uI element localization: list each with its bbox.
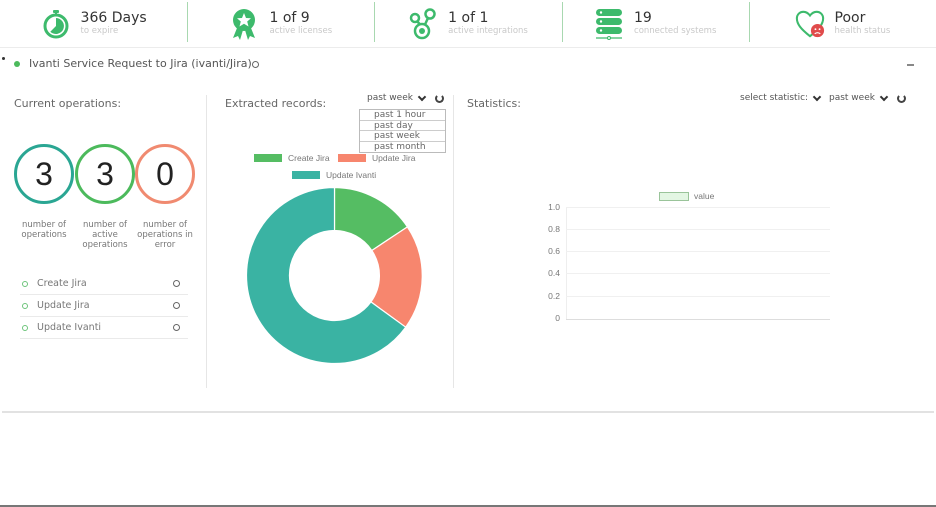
kpi-label: active licenses (269, 26, 333, 36)
legend-swatch (338, 154, 366, 162)
list-item[interactable]: Update Ivanti (20, 317, 188, 339)
chevron-down-icon (812, 92, 822, 101)
counter-label: number of operations in error (137, 220, 193, 250)
statistics-title: Statistics: (467, 97, 521, 110)
kpi-value: 19 (634, 10, 652, 26)
statistic-select-label: select statistic: (740, 93, 809, 103)
kpi-value: Poor (834, 10, 866, 26)
drag-handle[interactable] (2, 57, 5, 60)
stat-period-value: past week (829, 93, 875, 103)
panel-bottom-border (2, 411, 934, 413)
kpi-value: 1 of 1 (448, 10, 489, 26)
legend-label: Create Jira (288, 153, 330, 163)
legend-label: Update Jira (372, 153, 416, 163)
kpi-integrations: 1 of 1 active integrations (374, 0, 561, 47)
status-dot (14, 61, 20, 67)
gear-icon[interactable] (173, 302, 180, 309)
kpi-value: 1 of 9 (269, 10, 310, 26)
legend-item[interactable]: value (659, 191, 714, 201)
counter-label: number of operations (21, 220, 67, 240)
gridline (566, 273, 830, 274)
list-item[interactable]: Create Jira (20, 273, 188, 295)
y-tick: 0.2 (548, 291, 560, 301)
kpi-systems: 19 connected systems (561, 0, 749, 47)
statistic-select[interactable]: select statistic: (740, 92, 826, 103)
kpi-label: to expire (80, 26, 119, 36)
gear-icon[interactable] (173, 280, 180, 287)
divider (206, 95, 207, 388)
y-tick: 0.4 (548, 268, 560, 278)
operation-name: Create Jira (37, 278, 87, 289)
kpi-value: 366 Days (80, 10, 147, 26)
counter-error-operations: 0 (135, 144, 195, 204)
kpi-licenses: 1 of 9 active licenses (187, 0, 374, 47)
period-option[interactable]: past month (374, 141, 426, 152)
kpi-label: connected systems (634, 26, 717, 36)
stat-period-select[interactable]: past week (829, 92, 906, 103)
counter-operations: 3 (14, 144, 74, 204)
period-option[interactable]: past day (360, 121, 445, 131)
period-select-value: past week (367, 93, 413, 103)
chevron-down-icon (879, 92, 889, 101)
gear-icon[interactable] (252, 61, 259, 68)
period-option[interactable]: past 1 hour (360, 110, 445, 121)
gridline (566, 296, 830, 297)
kpi-label: health status (834, 26, 891, 36)
status-circle-icon (22, 280, 28, 287)
kpi-bar: 366 Days to expire 1 of 9 active license… (0, 0, 936, 48)
y-tick: 1.0 (548, 202, 560, 212)
divider (453, 95, 454, 388)
gridline (566, 229, 830, 230)
operations-list: Create Jira Update Jira Update Ivanti (20, 273, 188, 339)
status-circle-icon (22, 302, 28, 309)
legend-item[interactable]: Update Ivanti (292, 170, 376, 180)
legend-swatch (659, 191, 689, 201)
legend-swatch (254, 154, 282, 162)
y-tick: 0.6 (548, 246, 560, 256)
extracted-records-title: Extracted records: (225, 97, 327, 110)
window-edge (0, 505, 936, 507)
kpi-label: active integrations (448, 26, 528, 36)
operation-name: Update Ivanti (37, 322, 102, 333)
gridline (566, 207, 830, 208)
period-option[interactable]: past week (360, 131, 445, 142)
legend-swatch (292, 171, 320, 179)
refresh-icon[interactable] (896, 93, 906, 103)
legend-label: value (694, 191, 715, 201)
award-badge-icon (229, 8, 259, 40)
slice-update-ivanti (246, 187, 407, 364)
donut-chart (246, 187, 423, 364)
y-tick: 0 (555, 313, 560, 323)
counter-active-operations: 3 (75, 144, 135, 204)
x-axis (566, 319, 830, 320)
operation-name: Update Jira (37, 300, 90, 311)
refresh-icon[interactable] (434, 93, 444, 103)
y-tick: 0.8 (548, 224, 560, 234)
stopwatch-icon (41, 9, 71, 39)
legend-item[interactable]: Create Jira (254, 153, 330, 163)
legend-label: Update Ivanti (326, 170, 377, 180)
chevron-down-icon (417, 92, 427, 101)
gear-icon[interactable] (173, 324, 180, 331)
period-dropdown: past 1 hour past day past week past mont… (359, 109, 446, 153)
counter-label: number of active operations (82, 220, 128, 250)
kpi-expiry: 366 Days to expire (0, 0, 187, 47)
legend-item[interactable]: Update Jira (338, 153, 415, 163)
period-select[interactable]: past week (367, 92, 444, 103)
integration-title: Ivanti Service Request to Jira (ivanti/J… (29, 57, 252, 70)
gridline (566, 251, 830, 252)
y-axis (566, 207, 567, 320)
server-stack-icon (594, 8, 624, 40)
status-circle-icon (22, 324, 28, 331)
list-item[interactable]: Update Jira (20, 295, 188, 317)
current-operations-title: Current operations: (14, 97, 122, 110)
heart-sad-icon (795, 9, 825, 39)
collapse-button[interactable] (907, 64, 914, 66)
kpi-health: Poor health status (748, 0, 936, 47)
integration-nodes-icon (408, 7, 438, 39)
